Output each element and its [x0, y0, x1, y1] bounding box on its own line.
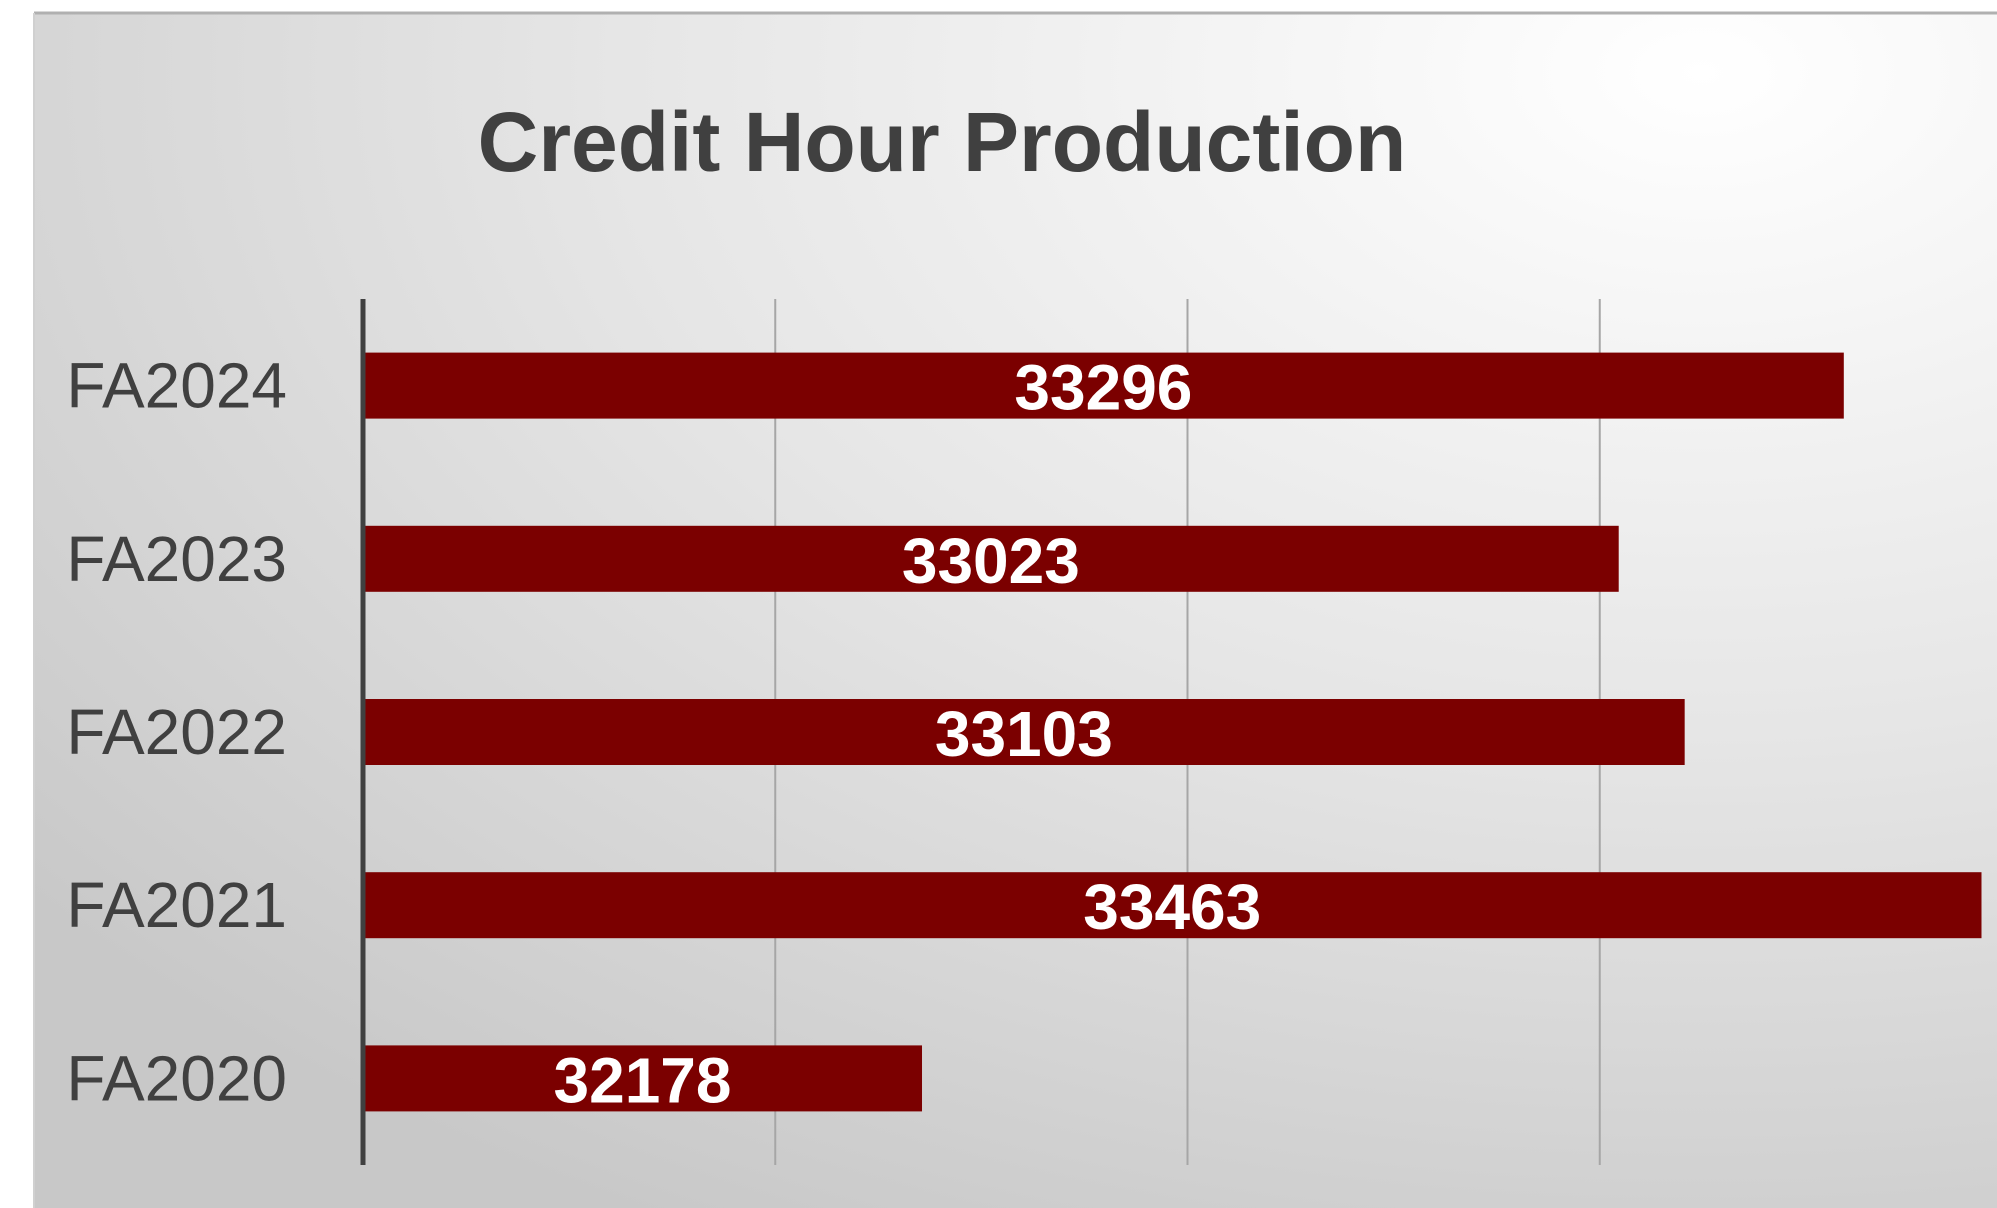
chart-background — [34, 13, 1997, 1208]
chart-title: Credit Hour Production — [478, 95, 1407, 189]
data-label: 33463 — [1083, 871, 1261, 943]
y-tick-label: FA2022 — [66, 696, 287, 768]
bar — [363, 1045, 923, 1112]
bar — [363, 525, 1619, 592]
data-label: 33103 — [935, 698, 1113, 770]
y-tick-label: FA2020 — [66, 1042, 287, 1114]
bar — [363, 699, 1685, 765]
bar — [363, 872, 1982, 939]
y-tick-label: FA2024 — [66, 350, 287, 422]
y-tick-label: FA2021 — [66, 869, 287, 941]
bar — [363, 352, 1844, 419]
data-label: 33023 — [902, 525, 1080, 597]
data-label: 32178 — [554, 1044, 732, 1116]
y-tick-label: FA2023 — [66, 523, 287, 595]
data-label: 33296 — [1014, 352, 1192, 424]
